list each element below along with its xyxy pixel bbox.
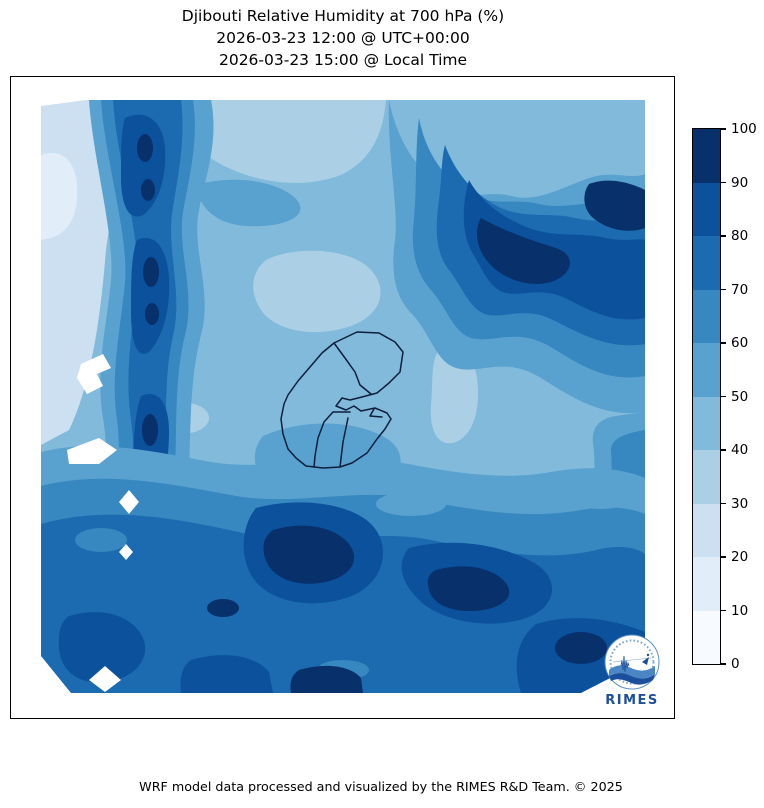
title-local-time: 2026-03-23 15:00 @ Local Time: [218, 51, 468, 69]
humidity-field-layers: [41, 100, 645, 693]
djibouti-boundary-overlay: [280, 331, 404, 469]
colorbar-tick-label: 90: [731, 174, 749, 191]
rimes-logo-dish-icon: [642, 657, 649, 665]
rimes-logo-dish-dot: [646, 653, 650, 657]
colorbar-segment: [693, 289, 720, 343]
colorbar-tick-mark: [721, 342, 726, 344]
rimes-logo-horizon-line: [612, 657, 652, 663]
colorbar-tick-label: 40: [731, 442, 749, 458]
rimes-logo-wave-upper: [609, 665, 655, 679]
rimes-logo-seismograph: [620, 655, 630, 673]
colorbar-segment: [693, 503, 720, 557]
colorbar-tick-mark: [721, 609, 726, 612]
colorbar-tick-label: 50: [731, 388, 749, 405]
page-title: Djibouti Relative Humidity at 700 hPa (%…: [181, 7, 505, 25]
colorbar-tick-mark: [721, 235, 726, 237]
colorbar-tick-label: 10: [731, 602, 749, 619]
colorbar-tick-label: 70: [731, 281, 749, 298]
humidity-contour-map: [41, 100, 645, 693]
colorbar-segment: [693, 450, 720, 504]
colorbar: [692, 128, 721, 665]
colorbar-segment: [693, 396, 720, 450]
colorbar-tick-label: 30: [731, 495, 749, 512]
colorbar-tick-label: 80: [731, 228, 749, 244]
colorbar-segment: [693, 129, 720, 183]
colorbar-tick-mark: [721, 449, 726, 451]
colorbar-tick-mark: [721, 288, 726, 291]
colorbar-tick-mark: [721, 663, 726, 665]
colorbar-tick-label: 60: [731, 335, 749, 351]
footer-credit: WRF model data processed and visualized …: [139, 779, 623, 794]
title-utc-time: 2026-03-23 12:00 @ UTC+00:00: [216, 29, 470, 47]
colorbar-segment: [693, 343, 720, 397]
colorbar-segment: [693, 236, 720, 290]
colorbar-ticks: 100 90 80 70 60 50 40 30 20 10 0: [721, 121, 764, 672]
colorbar-tick-mark: [721, 502, 726, 505]
colorbar-tick-mark: [721, 395, 726, 398]
rimes-logo: RIMES: [604, 634, 660, 708]
colorbar-segment: [693, 182, 720, 236]
colorbar-tick-mark: [721, 181, 726, 184]
colorbar-tick-label: 100: [731, 121, 757, 137]
rimes-logo-wave-lower: [609, 673, 655, 685]
colorbar-tick-mark: [721, 556, 726, 558]
rimes-logo-label: RIMES: [605, 693, 659, 708]
colorbar-tick-label: 0: [731, 656, 740, 672]
colorbar-segment: [693, 557, 720, 611]
colorbar-tick-mark: [721, 128, 726, 130]
rimes-logo-ring-text: [609, 639, 655, 685]
colorbar-segment: [693, 610, 720, 664]
colorbar-tick-label: 20: [731, 549, 749, 565]
